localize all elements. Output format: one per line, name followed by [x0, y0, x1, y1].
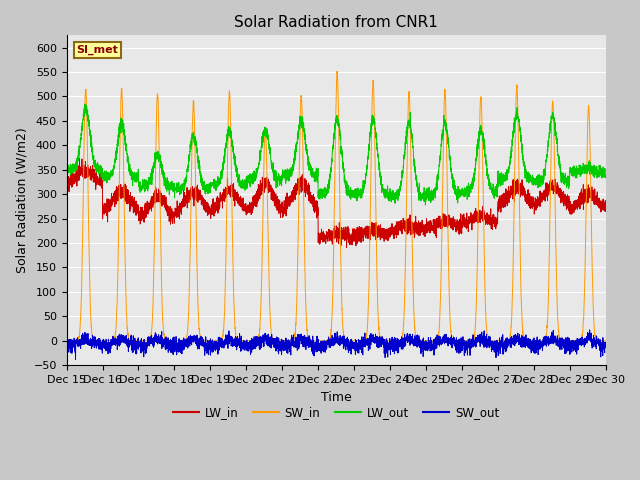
LW_in: [316, 241, 324, 247]
Title: Solar Radiation from CNR1: Solar Radiation from CNR1: [234, 15, 438, 30]
LW_in: [342, 245, 350, 251]
LW_in: [601, 204, 609, 210]
SW_in: [457, 338, 465, 344]
SW_in: [243, 338, 250, 344]
SW_in: [602, 338, 609, 344]
SW_out: [602, 344, 609, 350]
SW_out: [601, 340, 609, 346]
Y-axis label: Solar Radiation (W/m2): Solar Radiation (W/m2): [15, 127, 28, 273]
SW_in: [63, 338, 70, 344]
LW_out: [488, 185, 495, 191]
SW_in: [601, 338, 609, 344]
LW_out: [81, 101, 88, 107]
SW_out: [72, 357, 79, 362]
Line: LW_out: LW_out: [67, 104, 605, 205]
LW_in: [427, 228, 435, 233]
LW_in: [457, 211, 465, 216]
LW_out: [601, 167, 609, 173]
Text: SI_met: SI_met: [76, 45, 118, 56]
SW_out: [63, 338, 70, 344]
SW_out: [457, 349, 465, 355]
LW_out: [457, 190, 465, 195]
LW_out: [160, 177, 168, 182]
LW_in: [160, 200, 168, 205]
LW_in: [488, 215, 495, 220]
Legend: LW_in, SW_in, LW_out, SW_out: LW_in, SW_in, LW_out, SW_out: [168, 401, 504, 424]
SW_out: [488, 340, 495, 346]
LW_out: [422, 202, 429, 208]
LW_in: [63, 184, 70, 190]
SW_out: [160, 341, 168, 347]
SW_out: [586, 327, 593, 333]
LW_in: [602, 208, 609, 214]
LW_in: [76, 156, 83, 161]
SW_out: [316, 342, 324, 348]
X-axis label: Time: Time: [321, 391, 351, 404]
SW_in: [316, 338, 324, 344]
Line: SW_in: SW_in: [67, 72, 605, 341]
LW_out: [602, 172, 609, 178]
Line: SW_out: SW_out: [67, 330, 605, 360]
SW_in: [159, 327, 167, 333]
SW_in: [427, 338, 435, 344]
SW_in: [488, 338, 495, 344]
Line: LW_in: LW_in: [67, 158, 605, 248]
LW_out: [316, 196, 324, 202]
SW_in: [333, 69, 341, 74]
LW_out: [63, 171, 70, 177]
LW_out: [427, 192, 435, 198]
SW_out: [427, 337, 435, 343]
